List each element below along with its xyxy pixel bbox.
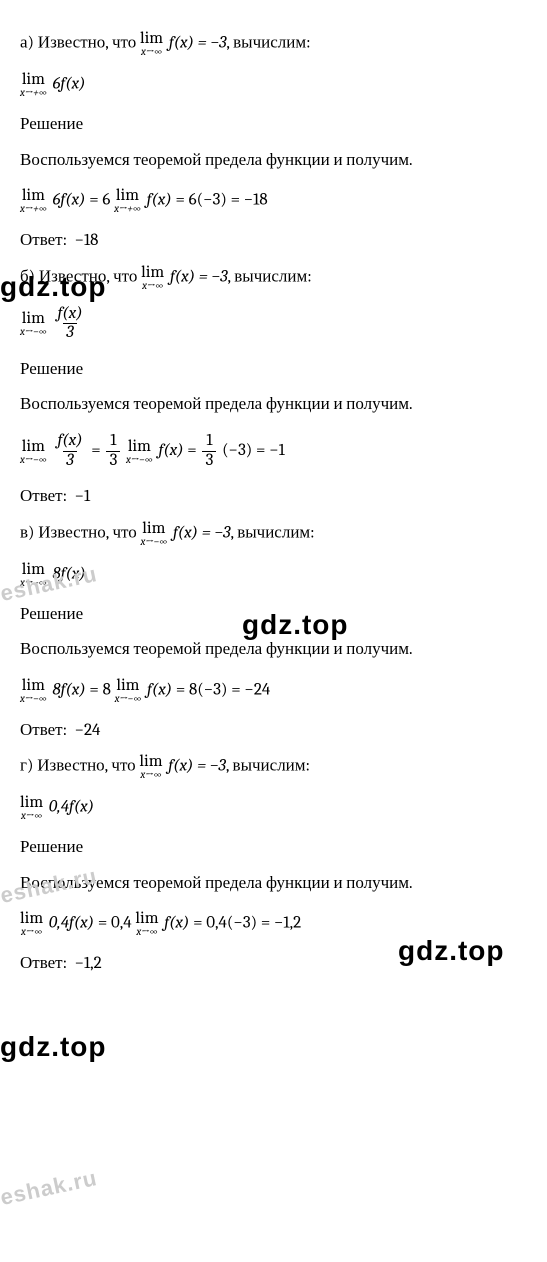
problem-block: г) Известно, что limx→∞ f(x) = −3, вычис… [20,753,527,977]
theorem-text: Воспользуемся теоремой предела функции и… [20,871,527,897]
solution-line: limx→−∞ 8f(x) = 8 limx→−∞ f(x) = 8(−3) =… [20,677,527,704]
theorem-text: Воспользуемся теоремой предела функции и… [20,637,527,663]
label: в) [20,523,35,542]
solution-line: limx→∞ 0,4f(x) = 0,4 limx→∞ f(x) = 0,4(−… [20,910,527,937]
solution-heading: Решение [20,835,527,861]
given-line: г) Известно, что limx→∞ f(x) = −3, вычис… [20,753,527,780]
solution-heading: Решение [20,602,527,628]
label: а) [20,33,34,52]
limit: lim x→∞ [140,30,163,57]
limit: lim x→+∞ [20,71,47,98]
given-line: б) Известно, что limx→∞ f(x) = −3, вычис… [20,264,527,291]
solution-line: limx→+∞ 6f(x) = 6 limx→+∞ f(x) = 6(−3) =… [20,187,527,214]
answer: Ответ: −1,2 [20,951,527,977]
theorem-text: Воспользуемся теоремой предела функции и… [20,148,527,174]
to-find: limx→−∞ 8f(x) [20,561,527,588]
answer: Ответ: −1 [20,484,527,510]
to-find: lim x→+∞ 6f(x) [20,71,527,98]
problem-block: в) Известно, что limx→−∞ f(x) = −3, вычи… [20,520,527,744]
to-find: limx→∞ 0,4f(x) [20,794,527,821]
watermark-gdz: gdz.top [0,1026,107,1068]
solution-heading: Решение [20,112,527,138]
given-line: в) Известно, что limx→−∞ f(x) = −3, вычи… [20,520,527,547]
solution-line: limx→−∞ f(x)3 = 13 limx→−∞ f(x) = 13 (−3… [20,432,527,470]
answer: Ответ: −24 [20,718,527,744]
label: б) [20,267,35,286]
watermark-reshak: reshak.ru [0,1161,100,1216]
to-find: limx→−∞ f(x)3 [20,305,527,343]
answer: Ответ: −18 [20,228,527,254]
theorem-text: Воспользуемся теоремой предела функции и… [20,392,527,418]
label: г) [20,757,33,776]
solution-heading: Решение [20,357,527,383]
problem-block: а) Известно, что lim x→∞ f(x) = −3, вычи… [20,30,527,254]
problem-block: б) Известно, что limx→∞ f(x) = −3, вычис… [20,264,527,510]
given-line: а) Известно, что lim x→∞ f(x) = −3, вычи… [20,30,527,57]
